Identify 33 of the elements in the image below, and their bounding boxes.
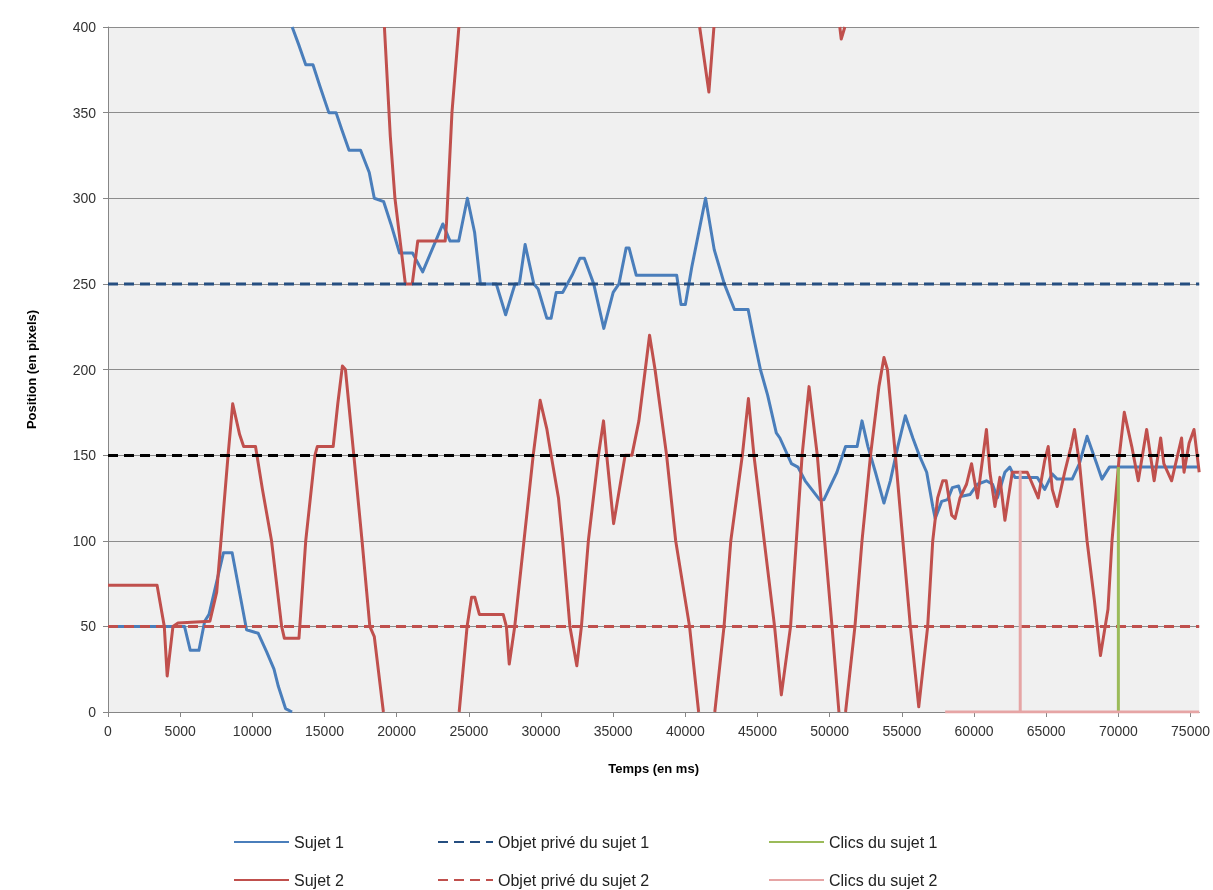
legend-label: Sujet 1 (294, 833, 344, 851)
legend-label: Objet privé du sujet 2 (498, 871, 650, 889)
y-tick-label: 350 (72, 104, 97, 121)
y-tick-label: 0 (88, 704, 97, 720)
y-axis-title: Position (en pixels) (24, 309, 39, 430)
x-tick-label: 60000 (954, 723, 994, 739)
x-tick-label: 50000 (810, 723, 850, 739)
y-tick-label: 50 (80, 618, 97, 635)
x-tick-label: 65000 (1026, 723, 1066, 739)
y-tick-label: 150 (72, 447, 97, 464)
legend-label: Sujet 2 (294, 871, 344, 889)
x-axis-title: Temps (en ms) (608, 761, 699, 776)
y-tick-label: 400 (72, 19, 97, 35)
y-tick-label: 300 (72, 190, 97, 207)
y-tick-label: 100 (72, 532, 97, 549)
legend-label: Clics du sujet 1 (829, 833, 938, 851)
x-tick-label: 30000 (521, 723, 561, 739)
x-tick-label: 70000 (1098, 723, 1139, 739)
x-tick-label: 75000 (1171, 723, 1211, 739)
legend-label: Objet privé du sujet 1 (498, 833, 650, 851)
x-tick-label: 55000 (882, 723, 922, 739)
x-tick-label: 15000 (305, 723, 345, 739)
x-tick-label: 35000 (593, 723, 633, 739)
x-tick-label: 5000 (164, 723, 196, 739)
x-tick-label: 0 (104, 723, 113, 739)
legend-label: Clics du sujet 2 (829, 871, 938, 889)
x-tick-label: 20000 (377, 723, 417, 739)
y-tick-label: 250 (72, 275, 97, 292)
x-tick-label: 45000 (738, 723, 778, 739)
x-tick-label: 10000 (232, 723, 273, 739)
y-tick-label: 200 (72, 361, 97, 378)
x-tick-label: 40000 (665, 723, 706, 739)
x-tick-label: 25000 (449, 723, 489, 739)
